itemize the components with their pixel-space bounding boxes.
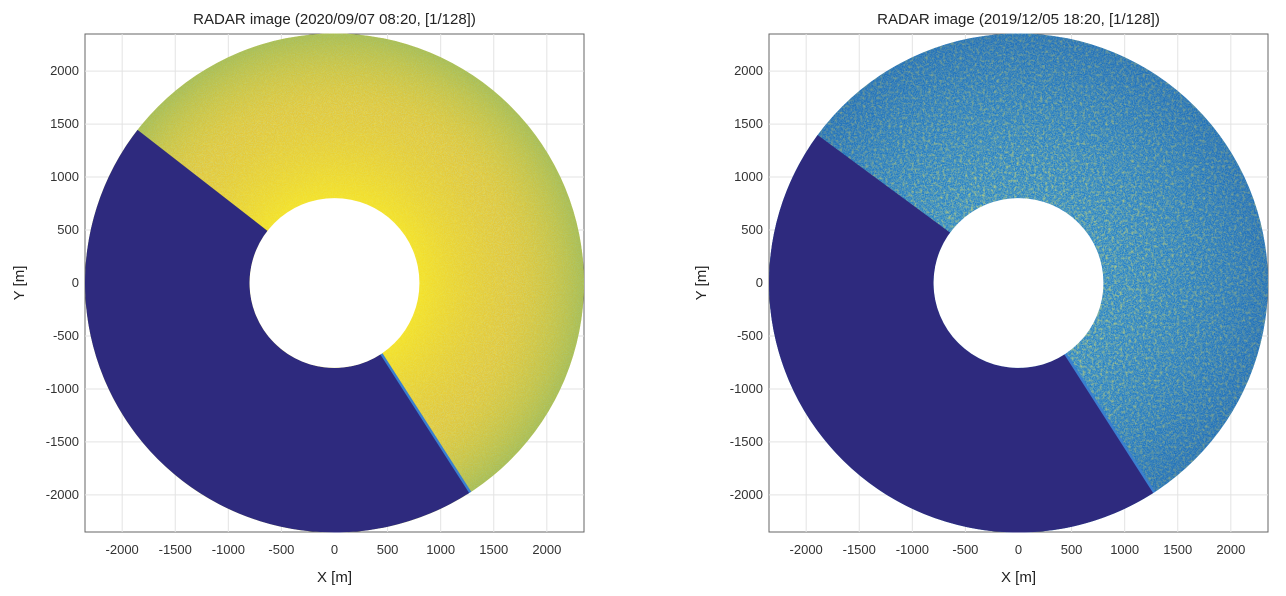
radar-data: [769, 33, 1268, 533]
x-tick-labels: -2000 -1500 -1000 -500 0 500 1000 1500 2000: [790, 542, 1246, 557]
x-tick-labels: -2000 -1500 -1000 -500 0 500 1000 1500 2000: [106, 542, 562, 557]
masked-sector: [769, 134, 1154, 533]
x-tick-label: -1000: [896, 542, 929, 557]
x-tick-label: -2000: [106, 542, 139, 557]
x-tick-label: 500: [377, 542, 399, 557]
x-axis-label: X [m]: [1001, 569, 1036, 586]
y-tick-label: -1500: [46, 434, 79, 449]
x-tick-label: 500: [1061, 542, 1083, 557]
y-tick-label: -1000: [730, 381, 763, 396]
x-tick-label: -1500: [843, 542, 876, 557]
y-tick-label: 1500: [50, 116, 79, 131]
radar-panel-left: RADAR image (2020/09/07 08:20, [1/128]) …: [11, 11, 585, 586]
inner-blind-zone: [933, 198, 1104, 368]
x-tick-label: 0: [331, 542, 338, 557]
y-tick-label: -2000: [730, 487, 763, 502]
y-tick-labels: 2000 1500 1000 500 0 -500 -1000 -1500 -2000: [730, 63, 763, 502]
y-axis-label: Y [m]: [693, 266, 710, 301]
masked-sector: [84, 129, 470, 533]
y-tick-label: 500: [741, 222, 763, 237]
y-tick-label: -1000: [46, 381, 79, 396]
y-tick-label: -500: [737, 328, 763, 343]
y-tick-labels: 2000 1500 1000 500 0 -500 -1000 -1500 -2000: [46, 63, 79, 502]
chart-title: RADAR image (2019/12/05 18:20, [1/128]): [877, 11, 1160, 28]
y-tick-label: 0: [72, 275, 79, 290]
x-tick-label: -1500: [159, 542, 192, 557]
y-axis-label: Y [m]: [11, 266, 28, 301]
x-tick-label: 1000: [426, 542, 455, 557]
x-tick-label: -500: [952, 542, 978, 557]
x-tick-label: 1500: [1163, 542, 1192, 557]
x-tick-label: 1500: [479, 542, 508, 557]
x-tick-label: 0: [1015, 542, 1022, 557]
inner-blind-zone: [249, 198, 420, 368]
radar-data: [84, 33, 584, 533]
radar-panel-right: RADAR image (2019/12/05 18:20, [1/128]) …: [693, 11, 1269, 586]
y-tick-label: 0: [756, 275, 763, 290]
y-tick-label: 1500: [734, 116, 763, 131]
x-tick-label: 2000: [532, 542, 561, 557]
y-tick-label: 2000: [50, 63, 79, 78]
x-tick-label: 2000: [1216, 542, 1245, 557]
chart-title: RADAR image (2020/09/07 08:20, [1/128]): [193, 11, 476, 28]
y-tick-label: 500: [57, 222, 79, 237]
y-tick-label: -500: [53, 328, 79, 343]
y-tick-label: 1000: [734, 169, 763, 184]
x-tick-label: -500: [268, 542, 294, 557]
x-axis-label: X [m]: [317, 569, 352, 586]
y-tick-label: 1000: [50, 169, 79, 184]
y-tick-label: -1500: [730, 434, 763, 449]
y-tick-label: 2000: [734, 63, 763, 78]
x-tick-label: -2000: [790, 542, 823, 557]
x-tick-label: 1000: [1110, 542, 1139, 557]
x-tick-label: -1000: [212, 542, 245, 557]
y-tick-label: -2000: [46, 487, 79, 502]
